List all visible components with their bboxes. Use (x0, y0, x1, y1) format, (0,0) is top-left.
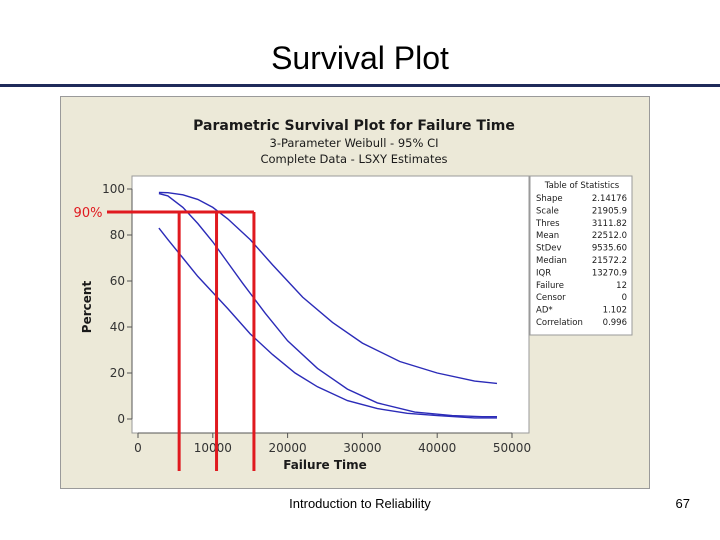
stat-name: AD* (536, 306, 553, 316)
annotation-90-percent: 90% (74, 206, 256, 471)
annotation-label: 90% (74, 206, 103, 221)
stat-name: IQR (536, 268, 551, 278)
page-number: 67 (675, 496, 690, 511)
stat-value: 0 (622, 293, 627, 303)
x-tick-label: 30000 (343, 441, 381, 455)
y-axis: 0 20 40 60 80 100 (102, 182, 133, 426)
stat-value: 0.996 (603, 318, 627, 328)
y-tick-label: 40 (110, 320, 125, 334)
stat-name: Mean (536, 231, 559, 241)
stat-name: Scale (536, 206, 559, 216)
chart-subtitle-1: 3-Parameter Weibull - 95% CI (270, 136, 439, 150)
stat-value: 12 (616, 281, 627, 291)
stat-name: Thres (535, 219, 560, 229)
x-tick-label: 10000 (194, 441, 232, 455)
stat-value: 9535.60 (592, 244, 627, 254)
stat-name: Correlation (536, 318, 583, 328)
y-tick-label: 0 (117, 412, 125, 426)
chart-title: Parametric Survival Plot for Failure Tim… (193, 118, 515, 134)
stat-value: 3111.82 (592, 219, 627, 229)
y-tick-label: 60 (110, 274, 125, 288)
statistics-table: Table of Statistics Shape 2.14176 Scale 219… (529, 175, 633, 336)
x-tick-label: 50000 (493, 441, 531, 455)
survival-curve-3 (158, 227, 497, 419)
stat-value: 21905.9 (592, 206, 627, 216)
footer-text: Introduction to Reliability (289, 496, 431, 511)
chart-subtitle-2: Complete Data - LSXY Estimates (260, 152, 447, 166)
stat-name: Shape (536, 194, 563, 204)
stat-value: 21572.2 (592, 256, 627, 266)
series-group (158, 191, 498, 419)
stat-value: 2.14176 (592, 194, 627, 204)
title-rule (0, 84, 720, 87)
x-axis: 0 10000 20000 30000 40000 50000 (134, 432, 531, 455)
stat-name: Failure (536, 281, 564, 291)
y-tick-label: 80 (110, 228, 125, 242)
y-axis-label: Percent (80, 281, 94, 334)
stat-value: 13270.9 (592, 268, 627, 278)
stat-name: Median (536, 256, 567, 266)
plot-area (131, 175, 530, 434)
stat-value: 1.102 (603, 306, 627, 316)
stat-name: StDev (536, 244, 562, 254)
y-tick-label: 20 (110, 366, 125, 380)
stat-name: Censor (536, 293, 566, 303)
chart-panel: Parametric Survival Plot for Failure Tim… (60, 96, 650, 489)
x-tick-label: 20000 (269, 441, 307, 455)
slide-title: Survival Plot (271, 40, 449, 76)
survival-curve-2 (158, 192, 497, 418)
x-axis-label: Failure Time (283, 458, 367, 472)
y-tick-label: 100 (102, 182, 125, 196)
stat-value: 22512.0 (592, 231, 627, 241)
statistics-table-title: Table of Statistics (544, 181, 620, 191)
survival-chart: Parametric Survival Plot for Failure Tim… (74, 118, 633, 472)
x-tick-label: 40000 (418, 441, 456, 455)
survival-curve-1 (158, 191, 498, 385)
x-tick-label: 0 (134, 441, 142, 455)
